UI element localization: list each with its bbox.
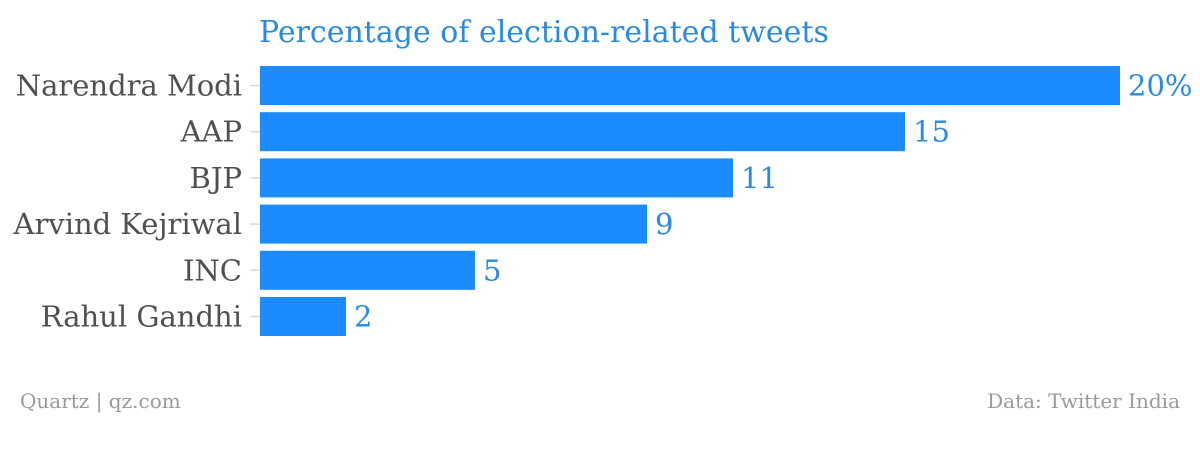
value-label-narendra-modi: 20% xyxy=(1128,69,1192,103)
bar-bjp xyxy=(260,158,733,198)
category-label-bjp: BJP xyxy=(190,161,242,195)
bar-narendra-modi xyxy=(260,66,1120,105)
value-label-bjp: 11 xyxy=(741,161,778,195)
bar-rahul-gandhi xyxy=(260,297,346,336)
bar-aap xyxy=(260,112,905,152)
category-label-arvind-kejriwal: Arvind Kejriwal xyxy=(13,207,243,241)
bar-arvind-kejriwal xyxy=(260,204,647,244)
value-label-inc: 5 xyxy=(483,253,501,287)
value-label-aap: 15 xyxy=(913,115,950,149)
chart-title: Percentage of election-related tweets xyxy=(259,15,829,50)
category-label-rahul-gandhi: Rahul Gandhi xyxy=(41,300,242,334)
value-label-arvind-kejriwal: 9 xyxy=(655,207,673,241)
bars-layer: Narendra Modi 20% AAP 15 BJP 11 Arvind Kejriwa… xyxy=(13,66,1192,336)
bar-inc xyxy=(260,250,475,290)
category-label-narendra-modi: Narendra Modi xyxy=(16,69,242,103)
value-label-rahul-gandhi: 2 xyxy=(354,300,372,334)
category-label-aap: AAP xyxy=(180,115,242,149)
source-credit: Quartz | qz.com xyxy=(20,389,181,414)
data-source: Data: Twitter India xyxy=(987,389,1180,413)
category-label-inc: INC xyxy=(183,253,242,287)
